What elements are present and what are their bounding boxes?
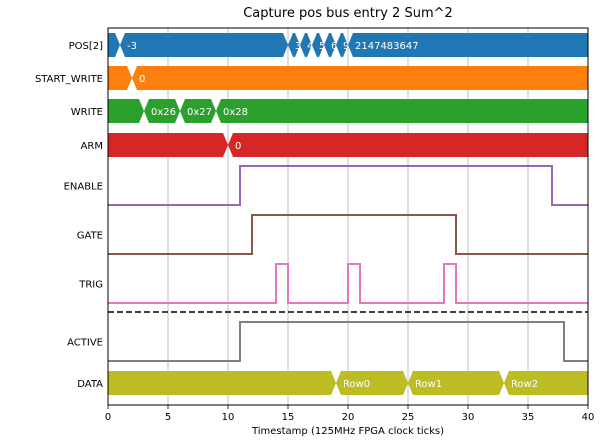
signal-label-start-write: START_WRITE — [35, 74, 103, 85]
x-tick-label: 35 — [522, 412, 535, 423]
arm-bus-value: 0 — [235, 141, 241, 152]
write-bus-value: 0x27 — [187, 107, 212, 118]
signal-label-gate: GATE — [77, 231, 103, 242]
write-bus-value: 0x28 — [223, 107, 248, 118]
pos-2-bus-value: 3 — [295, 41, 301, 52]
x-tick-label: 15 — [282, 412, 295, 423]
pos-2-bus-value: 9 — [343, 41, 349, 52]
signal-label-enable: ENABLE — [64, 182, 103, 193]
x-tick-label: 20 — [342, 412, 355, 423]
trig-waveform — [108, 263, 588, 304]
data-bus-segment — [108, 371, 336, 395]
pos-2-bus-segment — [120, 33, 288, 57]
write-bus-segment — [144, 99, 180, 123]
x-tick-label: 25 — [402, 412, 415, 423]
data-bus-value: Row1 — [415, 379, 442, 390]
pos-2-bus-segment — [336, 33, 348, 57]
data-bus-value: Row0 — [343, 379, 370, 390]
pos-2-bus-value: 6 — [331, 41, 337, 52]
pos-2-bus-segment — [312, 33, 324, 57]
signal-layer: -3 3 4 5 6 9 2147483647 0 0x26 0x27 0x28 0 Row0 Row1 R… — [108, 33, 588, 395]
start-write-bus-segment — [132, 66, 588, 90]
signal-label-layer: POS[2] START_WRITE WRITE ARM ENABLE GATE TRIG A… — [35, 41, 103, 390]
arm-bus-segment — [108, 133, 228, 157]
signal-label-pos-2: POS[2] — [69, 41, 104, 52]
pos-2-bus-value: -3 — [127, 41, 137, 52]
x-axis-label: Timestamp (125MHz FPGA clock ticks) — [251, 426, 444, 437]
x-tick-label: 0 — [105, 412, 111, 423]
enable-waveform — [108, 165, 588, 206]
pos-2-bus-segment — [348, 33, 588, 57]
signal-label-trig: TRIG — [78, 280, 103, 291]
start-write-bus-value: 0 — [139, 74, 145, 85]
x-tick-label: 10 — [222, 412, 235, 423]
x-tick-label: 30 — [462, 412, 475, 423]
pos-2-bus-segment — [108, 33, 120, 57]
gate-waveform — [108, 214, 588, 255]
chart-title: Capture pos bus entry 2 Sum^2 — [243, 6, 453, 21]
signal-label-data: DATA — [77, 379, 103, 390]
data-bus-segment — [504, 371, 588, 395]
write-bus-segment — [180, 99, 216, 123]
data-bus-segment — [408, 371, 504, 395]
pos-2-bus-value: 5 — [319, 41, 325, 52]
data-bus-value: Row2 — [511, 379, 538, 390]
start-write-bus-segment — [108, 66, 132, 90]
x-tick-label: 5 — [165, 412, 171, 423]
write-bus-segment — [216, 99, 588, 123]
active-waveform — [108, 321, 588, 362]
signal-label-active: ACTIVE — [67, 338, 103, 349]
arm-bus-segment — [228, 133, 588, 157]
x-tick-label: 40 — [582, 412, 595, 423]
x-axis-ticks: 0 5 10 15 20 25 30 35 40 — [105, 405, 595, 423]
write-bus-value: 0x26 — [151, 107, 176, 118]
pos-2-bus-segment — [324, 33, 336, 57]
grid-layer — [167, 28, 529, 405]
signal-label-arm: ARM — [81, 141, 103, 152]
pos-2-bus-value: 4 — [307, 41, 313, 52]
signal-label-write: WRITE — [71, 107, 103, 118]
data-bus-segment — [336, 371, 408, 395]
write-bus-segment — [108, 99, 144, 123]
pos-2-bus-segment — [300, 33, 312, 57]
pos-2-bus-value: 2147483647 — [355, 41, 419, 52]
pos-2-bus-segment — [288, 33, 300, 57]
